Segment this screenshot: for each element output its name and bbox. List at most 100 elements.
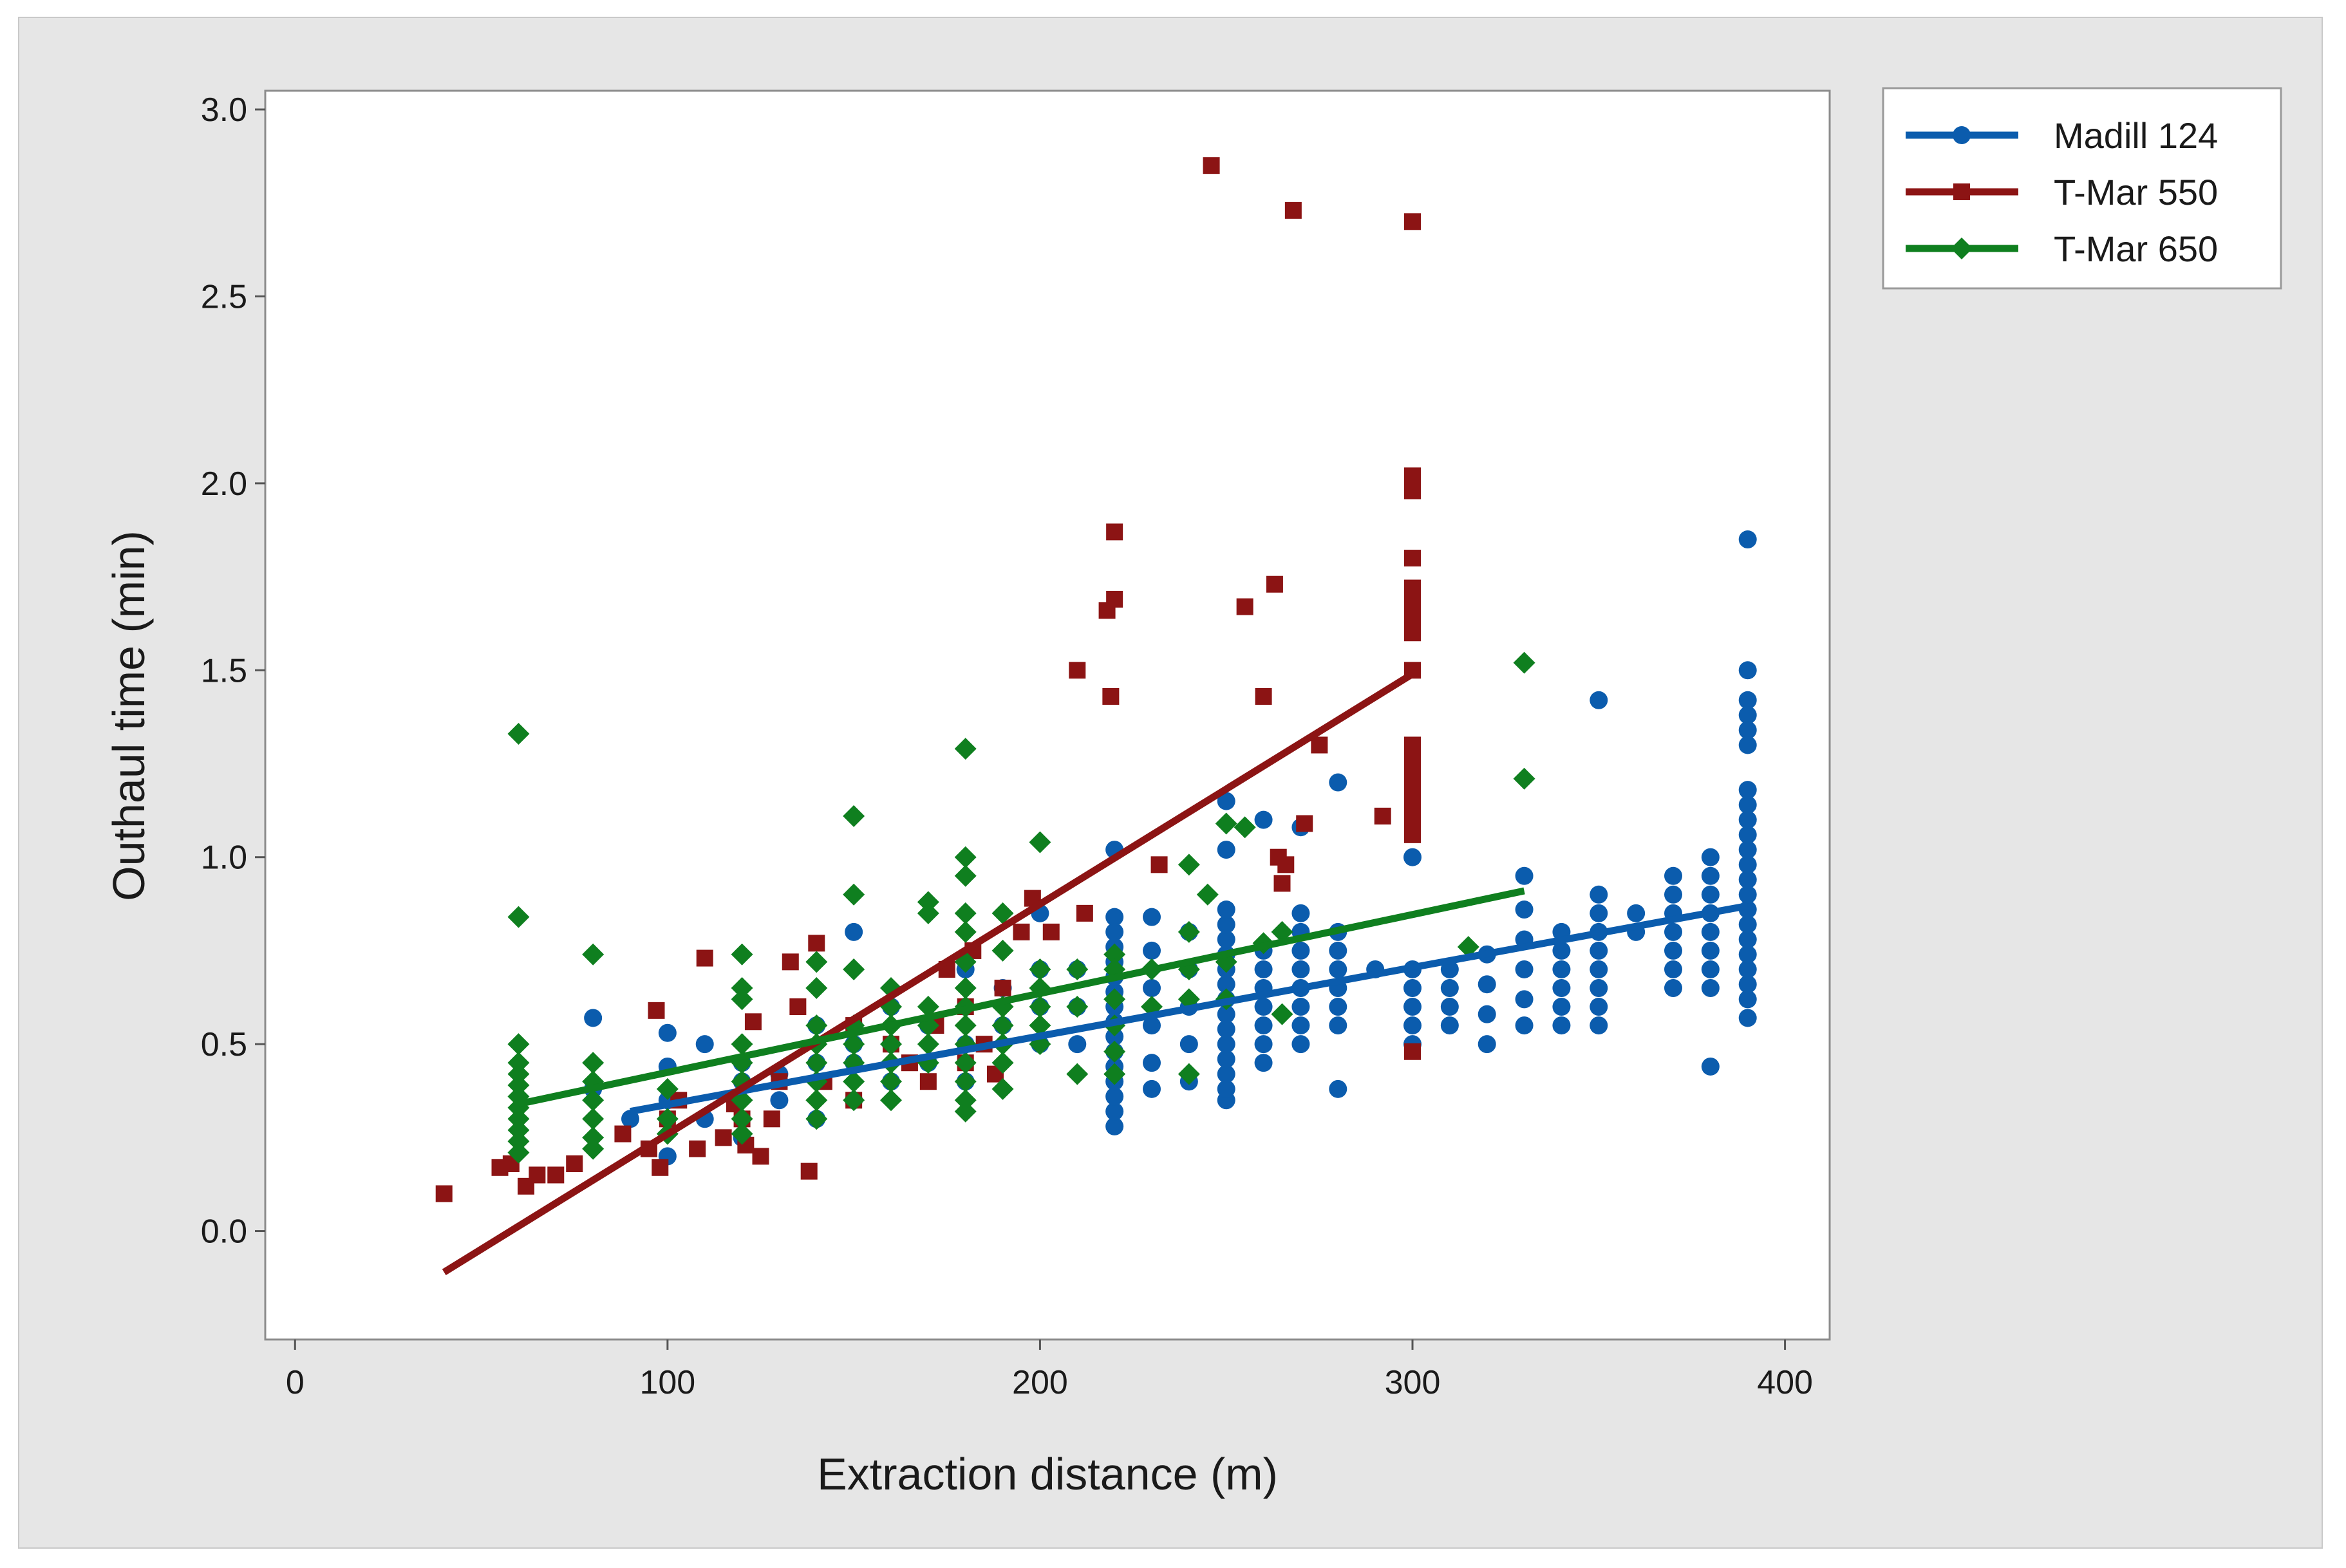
- data-point: [1701, 848, 1720, 866]
- data-point: [621, 1110, 639, 1128]
- data-point: [1664, 960, 1682, 978]
- y-tick-label: 2.5: [201, 278, 247, 315]
- data-point: [1217, 1020, 1235, 1038]
- data-point: [1291, 1016, 1310, 1035]
- data-point: [1478, 1005, 1496, 1023]
- data-point: [880, 1033, 902, 1056]
- data-point: [1254, 1054, 1273, 1072]
- data-point: [582, 1108, 605, 1130]
- data-point: [805, 1014, 828, 1037]
- data-point: [1404, 624, 1421, 642]
- data-point: [1106, 523, 1123, 541]
- legend-label: Madill 124: [2054, 115, 2218, 156]
- data-point: [1701, 979, 1720, 998]
- data-point: [1404, 550, 1421, 567]
- data-point: [731, 977, 753, 1000]
- data-point: [1105, 922, 1124, 941]
- data-point: [1701, 1057, 1720, 1076]
- data-point: [1217, 901, 1235, 919]
- data-point: [994, 980, 1011, 997]
- y-tick-label: 3.0: [201, 91, 247, 129]
- data-point: [1738, 661, 1757, 680]
- data-point: [954, 920, 977, 943]
- data-point: [1291, 941, 1310, 960]
- data-point: [1664, 922, 1682, 941]
- data-point: [658, 1023, 677, 1042]
- data-point: [584, 1009, 603, 1027]
- data-point: [1590, 960, 1608, 978]
- data-point: [1066, 996, 1089, 1018]
- data-point: [507, 906, 530, 928]
- data-point: [1105, 1027, 1124, 1046]
- data-point: [1215, 812, 1237, 835]
- data-point: [582, 943, 605, 966]
- data-point: [1738, 530, 1757, 549]
- data-point: [731, 1033, 753, 1056]
- legend-item-t-mar-550: T-Mar 550: [1906, 172, 2218, 212]
- data-point: [1738, 796, 1757, 814]
- data-point: [917, 996, 939, 1018]
- data-point: [1029, 831, 1051, 854]
- data-point: [1403, 998, 1422, 1016]
- legend-marker: [1953, 183, 1970, 200]
- data-point: [954, 902, 977, 924]
- data-point: [1738, 960, 1757, 978]
- fit-line-madill-124: [630, 902, 1749, 1115]
- legend-item-madill-124: Madill 124: [1906, 115, 2218, 156]
- data-point: [1627, 904, 1646, 922]
- data-point: [1404, 811, 1421, 828]
- data-point: [1296, 815, 1313, 832]
- data-point: [1590, 885, 1608, 904]
- data-point: [1255, 687, 1272, 705]
- data-point: [954, 1089, 977, 1112]
- data-point: [507, 1033, 530, 1056]
- data-point: [696, 949, 713, 967]
- data-point: [1590, 691, 1608, 709]
- data-point: [1234, 816, 1256, 839]
- data-point: [1277, 856, 1295, 873]
- data-point: [1143, 1016, 1161, 1035]
- data-point: [1590, 1016, 1608, 1035]
- data-point: [1069, 662, 1086, 679]
- data-point: [1738, 975, 1757, 994]
- data-point: [1404, 766, 1421, 783]
- fit-line-t-mar-650: [518, 887, 1525, 1108]
- data-point: [1404, 751, 1421, 769]
- data-point: [1478, 975, 1496, 994]
- data-point: [1738, 870, 1757, 889]
- data-point: [1217, 1079, 1235, 1098]
- data-point: [1513, 767, 1535, 790]
- data-point: [1291, 960, 1310, 978]
- data-point: [843, 958, 865, 980]
- data-point: [1515, 866, 1534, 885]
- data-point: [917, 891, 939, 913]
- data-point: [843, 1070, 865, 1093]
- data-point: [1103, 988, 1126, 1011]
- data-point: [1403, 1016, 1422, 1035]
- data-point: [1013, 923, 1030, 940]
- data-point: [744, 1013, 762, 1031]
- data-point: [1329, 941, 1347, 960]
- data-point: [1738, 721, 1757, 740]
- x-tick-label: 200: [1012, 1364, 1068, 1401]
- data-point: [1042, 923, 1060, 940]
- data-point: [507, 1074, 530, 1097]
- data-point: [1143, 979, 1161, 998]
- data-point: [1738, 855, 1757, 874]
- data-point: [1403, 979, 1422, 998]
- data-point: [763, 1110, 780, 1128]
- data-point: [1329, 960, 1347, 978]
- data-point: [1284, 201, 1302, 219]
- data-point: [1664, 885, 1682, 904]
- data-point: [1515, 960, 1534, 978]
- data-point: [1217, 792, 1235, 810]
- data-point: [805, 951, 828, 973]
- plot-area: [264, 89, 1831, 1341]
- data-point: [880, 1070, 902, 1093]
- data-point: [1143, 1079, 1161, 1098]
- data-point: [507, 1108, 530, 1130]
- data-point: [652, 1159, 669, 1176]
- data-point: [1103, 943, 1126, 966]
- data-point: [1738, 885, 1757, 904]
